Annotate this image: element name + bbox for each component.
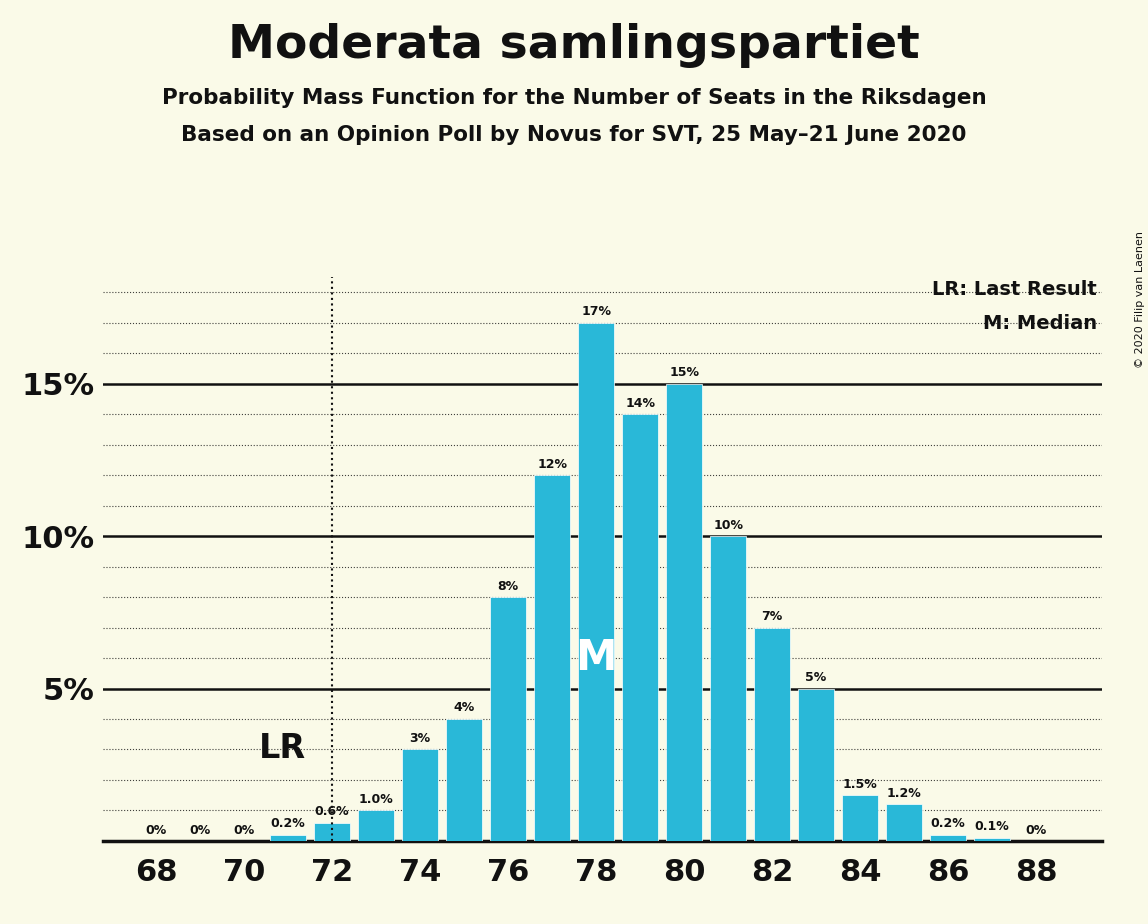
Text: M: Median: M: Median (983, 314, 1097, 333)
Text: LR: Last Result: LR: Last Result (932, 280, 1097, 299)
Text: 7%: 7% (761, 610, 783, 623)
Bar (315, 822, 350, 841)
Bar (666, 383, 703, 841)
Bar (930, 834, 967, 841)
Text: 0%: 0% (189, 824, 211, 837)
Text: 1.2%: 1.2% (886, 786, 922, 799)
Text: 4%: 4% (453, 701, 475, 714)
Bar (841, 796, 878, 841)
Bar (447, 719, 482, 841)
Text: Moderata samlingspartiet: Moderata samlingspartiet (228, 23, 920, 68)
Bar (270, 834, 307, 841)
Text: Probability Mass Function for the Number of Seats in the Riksdagen: Probability Mass Function for the Number… (162, 88, 986, 108)
Text: M: M (575, 637, 616, 679)
Text: 0.2%: 0.2% (271, 817, 305, 830)
Text: © 2020 Filip van Laenen: © 2020 Filip van Laenen (1135, 231, 1145, 368)
Text: 0.2%: 0.2% (931, 817, 965, 830)
Text: Based on an Opinion Poll by Novus for SVT, 25 May–21 June 2020: Based on an Opinion Poll by Novus for SV… (181, 125, 967, 145)
Bar (579, 322, 614, 841)
Text: 0%: 0% (146, 824, 166, 837)
Bar (754, 627, 790, 841)
Bar (402, 749, 439, 841)
Bar (974, 838, 1010, 841)
Bar (534, 475, 571, 841)
Text: 0.1%: 0.1% (975, 821, 1009, 833)
Bar (622, 414, 658, 841)
Bar (886, 804, 922, 841)
Text: 14%: 14% (626, 396, 656, 409)
Bar (798, 688, 835, 841)
Text: 12%: 12% (537, 457, 567, 470)
Text: 15%: 15% (669, 366, 699, 379)
Text: 8%: 8% (497, 579, 519, 592)
Bar (711, 536, 746, 841)
Text: 1.5%: 1.5% (843, 778, 877, 791)
Text: 0.6%: 0.6% (315, 805, 349, 818)
Bar (490, 597, 526, 841)
Bar (358, 810, 394, 841)
Text: 3%: 3% (410, 732, 430, 745)
Text: 17%: 17% (581, 305, 611, 319)
Text: 0%: 0% (1025, 824, 1047, 837)
Text: 5%: 5% (806, 671, 827, 684)
Text: 1.0%: 1.0% (358, 793, 394, 806)
Text: 0%: 0% (233, 824, 255, 837)
Text: 10%: 10% (713, 518, 743, 531)
Text: LR: LR (258, 732, 305, 765)
